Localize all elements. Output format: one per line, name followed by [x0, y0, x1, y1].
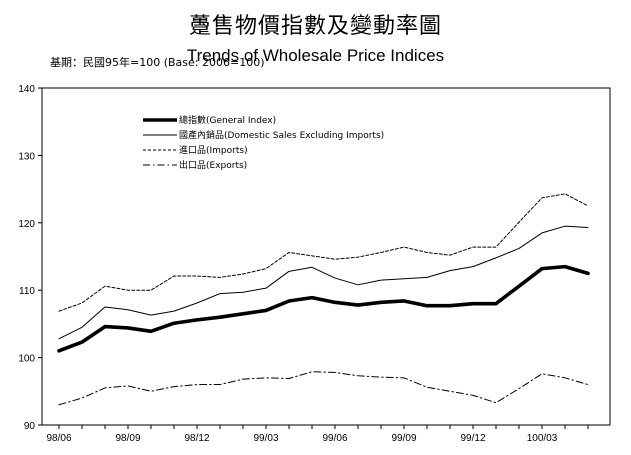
plot-border [41, 87, 611, 426]
x-tick-label: 99/03 [253, 433, 278, 444]
legend: 總指數(General Index) 國產內銷品(Domestic Sales E… [143, 114, 384, 171]
y-tick-label: 100 [18, 354, 35, 365]
x-tick-label: 98/06 [46, 433, 71, 444]
series-general-index-line [57, 264, 590, 353]
x-tick-label: 98/12 [184, 433, 209, 444]
x-tick-label: 100/03 [527, 433, 558, 444]
y-tick-label: 120 [18, 219, 35, 230]
legend-item: 進口品(Imports) [143, 144, 248, 156]
chart-title-cn: 躉售物價指數及變動率圖 [188, 14, 442, 39]
series-domestic-sales [58, 225, 589, 340]
x-tick-label: 99/06 [322, 433, 347, 444]
y-axis: 90 100 110 120 130 140 [18, 84, 42, 432]
series-layer [57, 193, 590, 406]
series-general-index [57, 264, 590, 353]
series-exports [58, 371, 589, 406]
legend-item: 總指數(General Index) [143, 114, 276, 126]
y-tick-label: 140 [18, 84, 35, 95]
plot-frame [41, 87, 611, 426]
series-domestic-sales-line [58, 225, 589, 340]
series-imports-line [58, 193, 589, 312]
x-tick-label: 99/09 [391, 433, 416, 444]
series-exports-line [58, 371, 589, 406]
x-tick-label: 99/12 [460, 433, 485, 444]
x-axis: 98/06 98/09 98/12 99/03 99/06 99/09 99/12 100/0… [46, 425, 589, 444]
y-tick-label: 90 [24, 421, 36, 432]
legend-item: 國產內銷品(Domestic Sales Excluding Imports) [143, 129, 384, 141]
y-tick-label: 130 [18, 151, 35, 162]
chart-title-en: Trends of Wholesale Price Indices [186, 46, 445, 65]
legend-label: 進口品(Imports) [179, 144, 248, 156]
legend-item: 出口品(Exports) [143, 159, 247, 171]
legend-label: 總指數(General Index) [179, 114, 276, 126]
y-tick-label: 110 [19, 286, 35, 297]
base-period-label: 基期：民國95年=100 (Base: 2006=100) [50, 56, 265, 69]
series-imports [58, 193, 589, 312]
legend-label: 國產內銷品(Domestic Sales Excluding Imports) [179, 129, 384, 141]
x-tick-label: 98/09 [115, 433, 140, 444]
legend-label: 出口品(Exports) [179, 159, 247, 171]
